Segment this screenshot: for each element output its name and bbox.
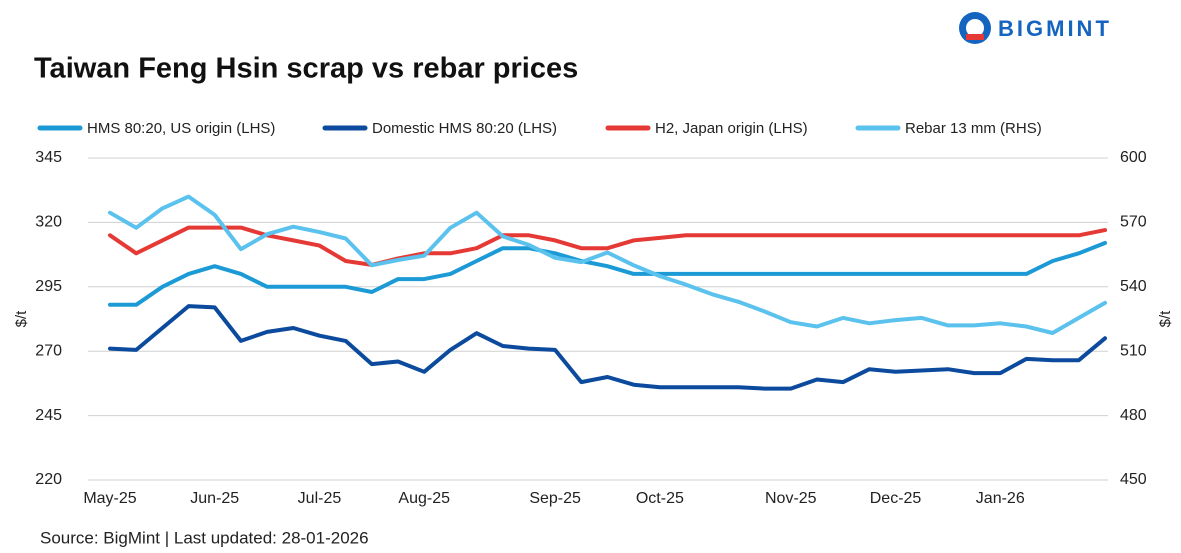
y2-tick-label: 510 (1120, 342, 1147, 359)
y-tick-label: 320 (35, 214, 62, 231)
series-line (108, 304, 1107, 391)
y-axis-label: $/t (13, 310, 30, 328)
y-tick-label: 220 (35, 471, 62, 488)
legend-label: H2, Japan origin (LHS) (655, 120, 808, 137)
legend-label: HMS 80:20, US origin (LHS) (87, 120, 275, 137)
y-tick-label: 345 (35, 149, 62, 166)
logo-icon-accent (966, 34, 984, 40)
legend-label: Domestic HMS 80:20 (LHS) (372, 120, 557, 137)
logo: BIGMINT (959, 12, 1112, 44)
y2-tick-label: 600 (1120, 149, 1147, 166)
x-tick-label: May-25 (83, 490, 136, 507)
x-tick-label: Nov-25 (765, 490, 817, 507)
logo-text: BIGMINT (998, 16, 1112, 41)
x-tick-label: Dec-25 (870, 490, 922, 507)
x-tick-label: Jan-26 (976, 490, 1025, 507)
y-tick-label: 295 (35, 278, 62, 295)
y-tick-label: 270 (35, 342, 62, 359)
x-tick-label: Jun-25 (190, 490, 239, 507)
logo-icon-inner (966, 19, 984, 37)
y2-axis-label: $/t (1157, 310, 1174, 328)
series-line (108, 225, 1107, 267)
y2-tick-label: 480 (1120, 407, 1147, 424)
y2-tick-label: 570 (1120, 214, 1147, 231)
x-tick-label: Aug-25 (398, 490, 450, 507)
x-tick-label: Sep-25 (529, 490, 581, 507)
x-tick-label: Jul-25 (298, 490, 342, 507)
series-line (108, 194, 1107, 335)
y-tick-label: 245 (35, 407, 62, 424)
legend-label: Rebar 13 mm (RHS) (905, 120, 1042, 137)
y2-tick-label: 540 (1120, 278, 1147, 295)
x-tick-label: Oct-25 (636, 490, 684, 507)
series-line (108, 241, 1107, 307)
source-note: Source: BigMint | Last updated: 28-01-20… (40, 528, 369, 547)
y2-tick-label: 450 (1120, 471, 1147, 488)
chart-title: Taiwan Feng Hsin scrap vs rebar prices (34, 53, 578, 85)
